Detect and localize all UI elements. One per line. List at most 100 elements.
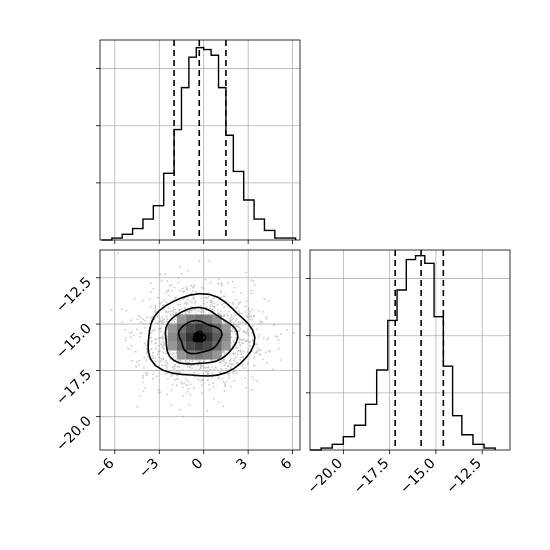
scatter-point	[235, 307, 238, 310]
scatter-point	[212, 297, 215, 299]
x-tick-label: 0	[189, 456, 207, 474]
scatter-point	[189, 305, 192, 308]
scatter-point	[198, 361, 201, 363]
scatter-point	[220, 296, 223, 299]
scatter-point	[124, 329, 126, 331]
scatter-point	[235, 324, 238, 327]
scatter-point	[157, 391, 160, 394]
scatter-point	[242, 367, 245, 369]
x-tick-label: −15.0	[397, 456, 439, 498]
scatter-point	[239, 350, 242, 353]
scatter-point	[187, 311, 190, 314]
scatter-point	[238, 330, 241, 333]
scatter-point	[154, 347, 157, 350]
scatter-point	[190, 309, 193, 312]
scatter-point	[195, 290, 198, 293]
scatter-point	[286, 329, 288, 331]
scatter-point	[176, 365, 179, 368]
scatter-point	[225, 361, 228, 364]
scatter-point	[223, 314, 226, 317]
scatter-point	[162, 351, 165, 354]
scatter-point	[253, 284, 256, 287]
scatter-point	[186, 310, 189, 312]
scatter-point	[220, 367, 223, 370]
scatter-point	[161, 335, 164, 338]
scatter-point	[110, 309, 113, 311]
scatter-point	[234, 323, 236, 326]
scatter-point	[184, 313, 187, 315]
scatter-point	[165, 310, 167, 313]
scatter-point	[192, 364, 195, 367]
scatter-point	[128, 348, 131, 351]
scatter-point	[202, 372, 205, 375]
scatter-point	[139, 335, 142, 338]
scatter-point	[260, 320, 262, 323]
scatter-point	[220, 282, 223, 285]
scatter-point	[178, 370, 181, 373]
scatter-point	[172, 311, 175, 313]
scatter-point	[171, 353, 174, 356]
scatter-point	[269, 350, 272, 353]
scatter-point	[207, 373, 210, 376]
scatter-point	[245, 300, 248, 302]
scatter-point	[192, 387, 195, 389]
scatter-point	[208, 260, 211, 262]
scatter-point	[217, 282, 220, 285]
scatter-point	[189, 383, 192, 385]
scatter-point	[204, 278, 207, 281]
scatter-point	[201, 309, 204, 312]
scatter-point	[221, 351, 224, 353]
scatter-point	[259, 349, 262, 351]
scatter-point	[143, 322, 145, 325]
scatter-point	[229, 362, 232, 365]
scatter-point	[218, 312, 221, 314]
density-cell	[167, 323, 177, 333]
density-peak	[194, 333, 204, 343]
scatter-point	[208, 388, 211, 391]
scatter-point	[230, 363, 233, 366]
scatter-point	[185, 286, 188, 288]
scatter-point	[221, 303, 224, 306]
scatter-point	[232, 340, 235, 342]
scatter-point	[161, 304, 164, 307]
x-tick-label: −12.5	[443, 456, 485, 498]
scatter-point	[183, 302, 186, 305]
scatter-point	[229, 317, 232, 320]
scatter-point	[144, 344, 147, 347]
scatter-point	[125, 337, 127, 339]
scatter-point	[136, 318, 139, 321]
scatter-point	[240, 312, 243, 315]
scatter-point	[181, 290, 184, 293]
scatter-point	[222, 321, 225, 323]
scatter-point	[244, 305, 247, 308]
scatter-point	[179, 408, 181, 411]
scatter-point	[185, 303, 188, 306]
scatter-point	[177, 276, 180, 279]
scatter-point	[212, 305, 215, 307]
scatter-point	[134, 350, 137, 353]
scatter-point	[245, 332, 248, 335]
scatter-point	[157, 351, 160, 353]
scatter-point	[223, 353, 226, 355]
scatter-point	[256, 380, 258, 383]
scatter-point	[252, 325, 254, 327]
scatter-point	[230, 336, 233, 339]
scatter-point	[180, 272, 183, 275]
scatter-point	[152, 351, 154, 354]
contours	[147, 292, 256, 377]
scatter-point	[149, 305, 152, 308]
scatter-point	[250, 289, 253, 292]
scatter-point	[244, 377, 246, 379]
scatter-point	[152, 357, 155, 360]
scatter-point	[194, 309, 197, 312]
scatter-point	[190, 284, 193, 287]
scatter-point	[175, 311, 178, 314]
scatter-point	[156, 315, 159, 318]
scatter-point	[168, 294, 171, 297]
y-tick-label: −20.0	[53, 413, 95, 455]
scatter-point	[232, 327, 235, 330]
scatter-point	[164, 273, 167, 276]
scatter-point	[165, 364, 168, 367]
scatter-point	[132, 334, 135, 337]
scatter-point	[160, 357, 163, 360]
